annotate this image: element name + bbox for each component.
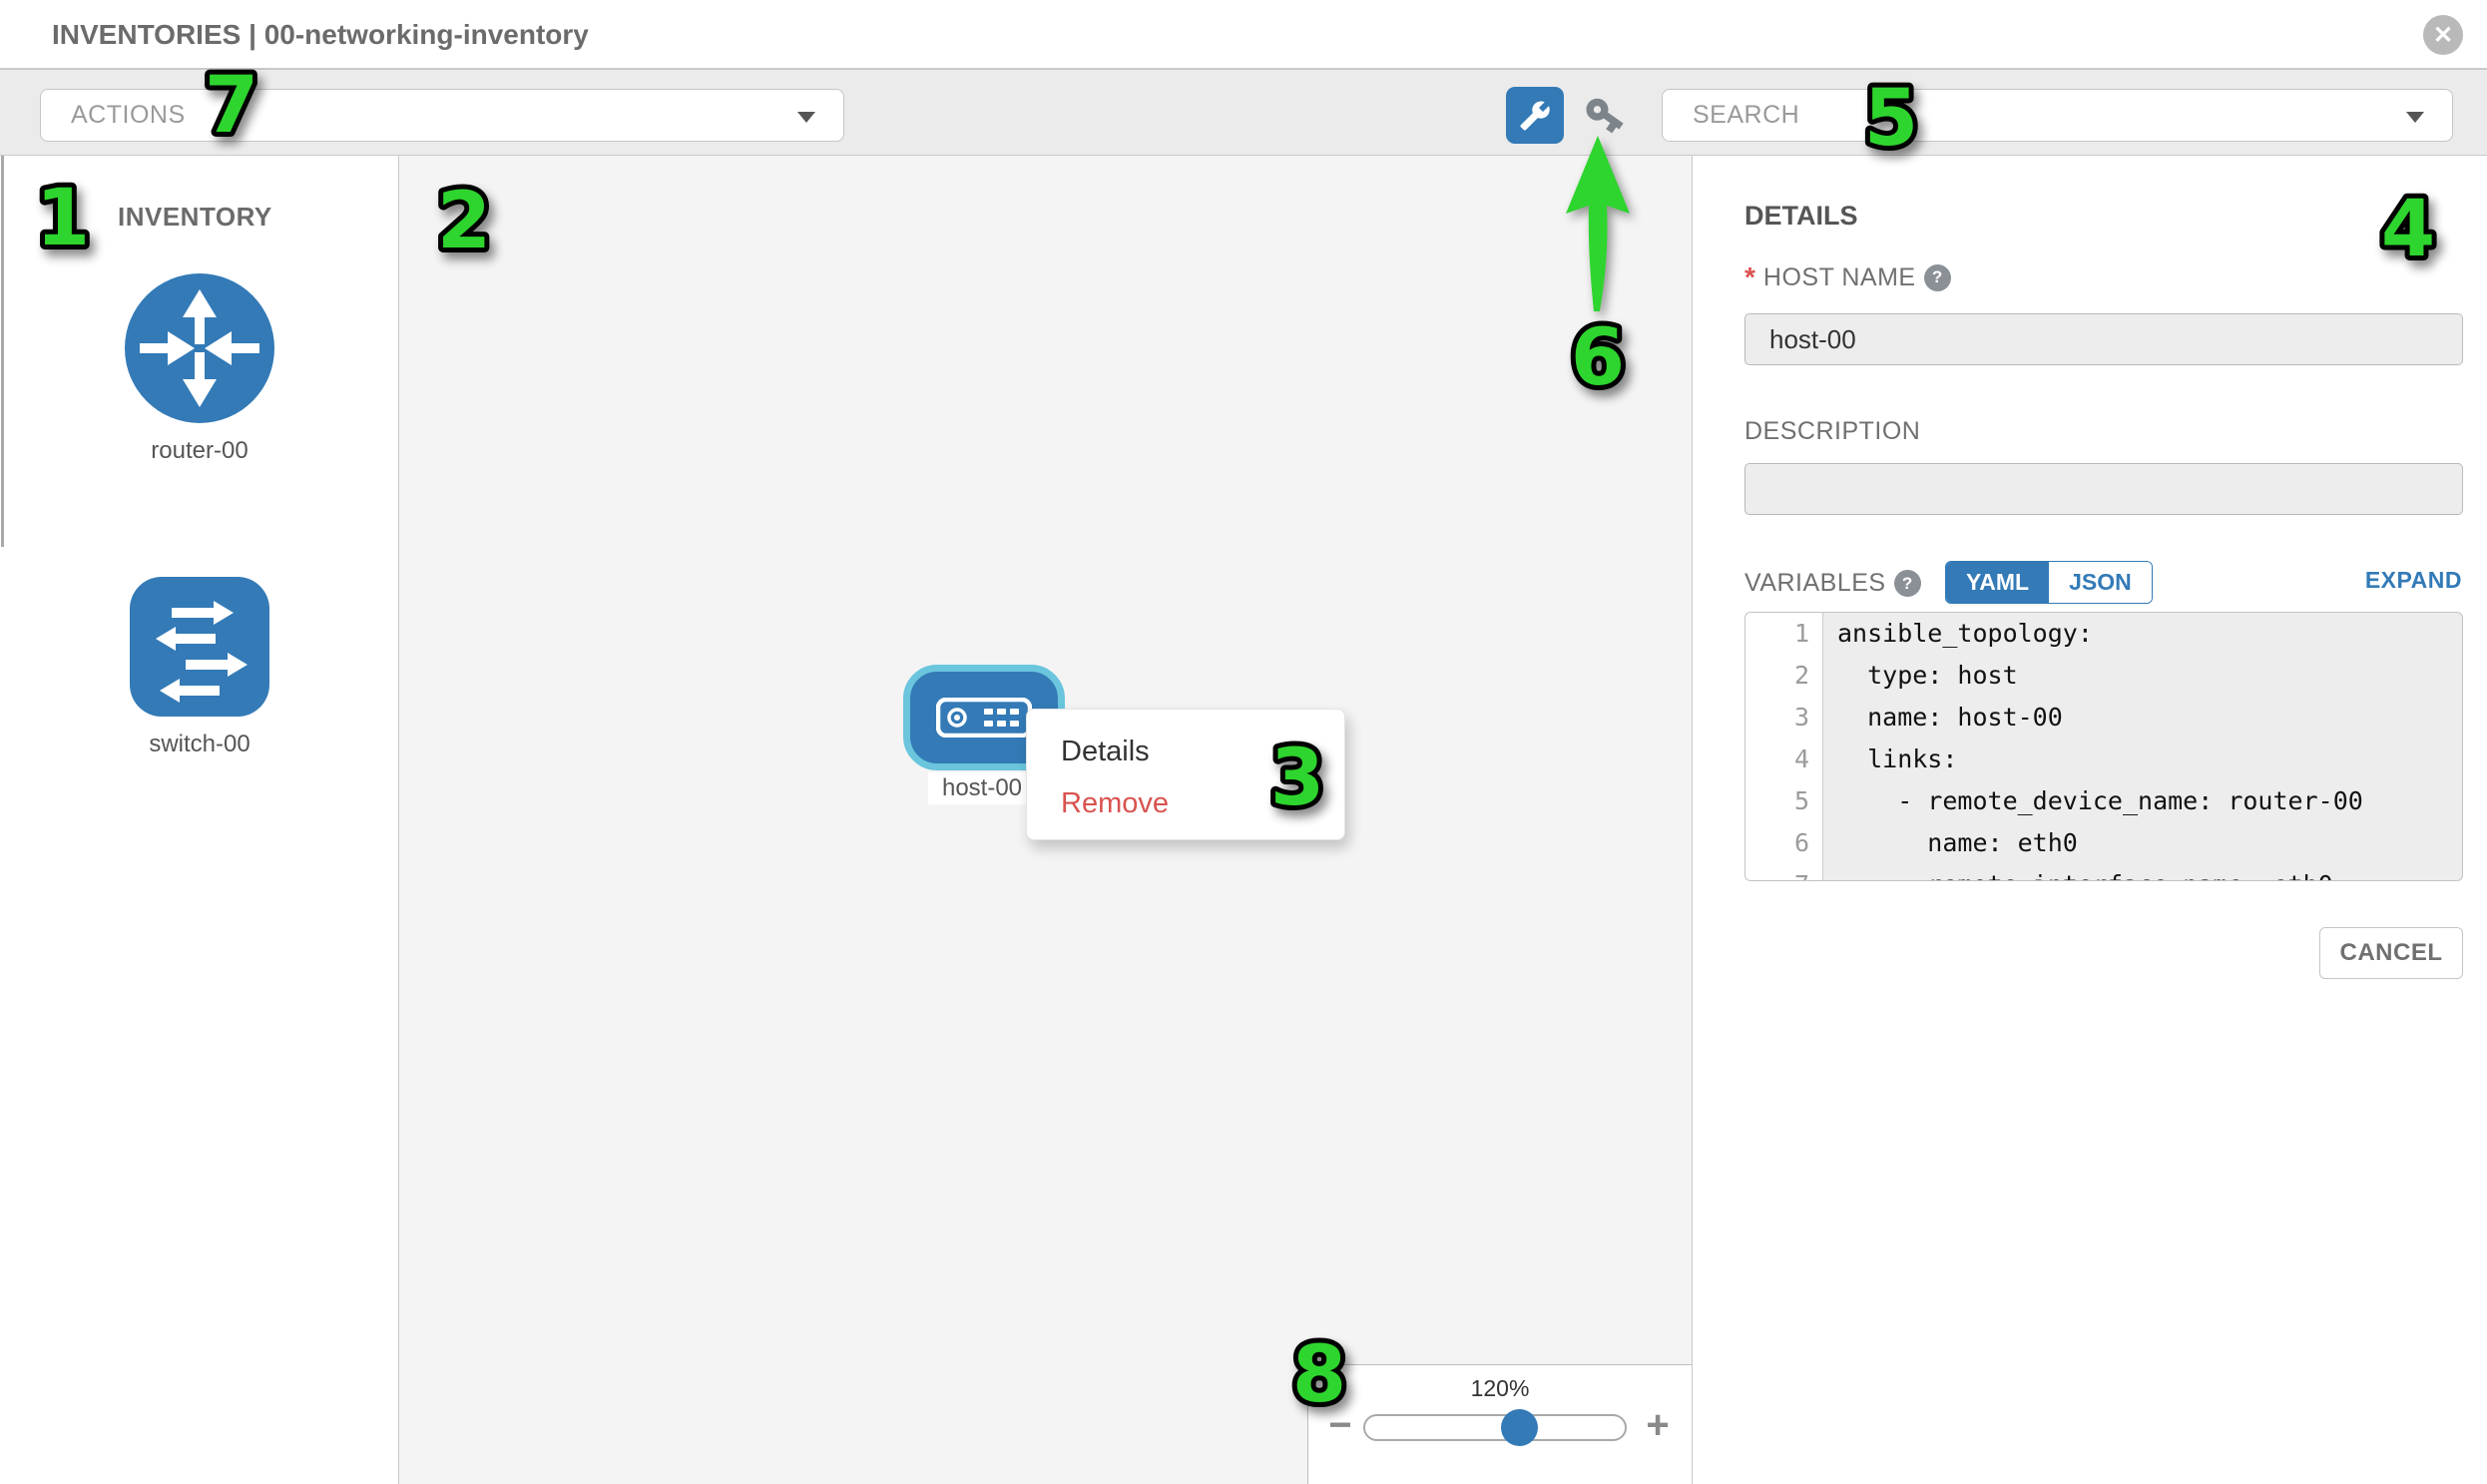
cancel-button[interactable]: CANCEL <box>2319 927 2463 979</box>
page-header: INVENTORIES | 00-networking-inventory <box>0 0 2487 70</box>
host-name-input[interactable] <box>1744 313 2463 365</box>
line-text: - remote_device_name: router-00 <box>1837 786 2363 815</box>
details-panel: DETAILS * HOST NAME DESCRIPTION VARIABLE… <box>1692 156 2487 1484</box>
zoom-control: 120% − + <box>1307 1364 1692 1484</box>
switch-icon <box>130 577 269 717</box>
zoom-level-value: 120% <box>1470 1375 1530 1401</box>
code-line: 2 type: host <box>1745 655 2462 697</box>
zoom-slider-knob[interactable] <box>1501 1409 1538 1446</box>
context-menu-item-remove[interactable]: Remove <box>1061 786 1169 819</box>
topology-canvas[interactable]: host-00 Details Remove 120% − + <box>399 156 1692 1484</box>
close-icon[interactable] <box>2423 15 2463 55</box>
description-input[interactable] <box>1744 463 2463 515</box>
router-label: router-00 <box>151 437 249 464</box>
line-number: 6 <box>1745 822 1823 864</box>
zoom-out-button[interactable]: − <box>1328 1403 1352 1447</box>
sidebar-scrollbar[interactable] <box>1 156 4 547</box>
line-text: remote_interface_name: eth0 <box>1823 864 2462 880</box>
host-name-label-row: * HOST NAME <box>1744 261 1951 293</box>
variables-format-toggle: YAML JSON <box>1945 561 2153 604</box>
code-line: 7 remote_interface_name: eth0 <box>1745 864 2462 880</box>
line-number: 1 <box>1745 613 1823 655</box>
search-dropdown[interactable]: SEARCH <box>1662 89 2453 142</box>
code-line: 4 links: <box>1745 739 2462 780</box>
line-text: name: host-00 <box>1837 703 2063 732</box>
sidebar-item-switch-00[interactable]: switch-00 <box>130 577 269 758</box>
tab-json[interactable]: JSON <box>2049 562 2152 603</box>
code-line: 6 name: eth0 <box>1745 822 2462 864</box>
details-panel-title: DETAILS <box>1744 201 1858 231</box>
variables-code-editor[interactable]: 1 ansible_topology: 2 type: host 3 name: ho… <box>1744 612 2463 881</box>
tab-yaml[interactable]: YAML <box>1946 562 2050 603</box>
code-line: 5 - remote_device_name: router-00 <box>1745 780 2462 822</box>
line-number: 2 <box>1745 655 1823 697</box>
search-dropdown-label: SEARCH <box>1693 101 1800 129</box>
key-button[interactable] <box>1582 92 1628 138</box>
description-label: DESCRIPTION <box>1744 417 1921 445</box>
host-node-label: host-00 <box>928 772 1036 804</box>
key-icon <box>1586 98 1624 134</box>
sidebar-title: INVENTORY <box>118 202 272 232</box>
variables-label: VARIABLES <box>1744 569 1886 597</box>
actions-dropdown-label: ACTIONS <box>71 101 186 129</box>
page-title: INVENTORIES | 00-networking-inventory <box>52 19 589 50</box>
variables-label-row: VARIABLES <box>1744 569 1921 598</box>
toolbox-button[interactable] <box>1506 87 1564 144</box>
help-icon[interactable] <box>1923 263 1951 291</box>
zoom-in-button[interactable]: + <box>1646 1403 1670 1447</box>
node-context-menu: Details Remove <box>1026 709 1345 840</box>
description-label-row: DESCRIPTION <box>1744 417 1920 446</box>
line-text: ansible_topology: <box>1837 619 2093 648</box>
line-text: name: eth0 <box>1837 828 2078 857</box>
line-text: type: host <box>1837 661 2018 690</box>
line-number: 3 <box>1745 697 1823 739</box>
line-number: 7 <box>1745 864 1823 880</box>
chevron-down-icon <box>797 112 815 123</box>
context-menu-item-details[interactable]: Details <box>1061 735 1150 767</box>
line-number: 5 <box>1745 780 1823 822</box>
actions-dropdown[interactable]: ACTIONS <box>40 89 844 142</box>
variables-editor-lines: 1 ansible_topology: 2 type: host 3 name: ho… <box>1745 613 2462 880</box>
chevron-down-icon <box>2406 112 2424 123</box>
required-asterisk: * <box>1744 261 1755 292</box>
line-number: 4 <box>1745 739 1823 780</box>
wrench-icon <box>1520 100 1550 131</box>
router-icon <box>125 273 274 423</box>
sidebar-item-router-00[interactable]: router-00 <box>125 273 274 465</box>
host-name-label: HOST NAME <box>1762 262 1916 291</box>
toolbar: ACTIONS SEARCH <box>0 70 2487 156</box>
inventory-sidebar: INVENTORY router-00 <box>0 156 399 1484</box>
code-line: 3 name: host-00 <box>1745 697 2462 739</box>
line-text: links: <box>1837 744 1958 773</box>
switch-label: switch-00 <box>149 731 250 757</box>
zoom-slider-track[interactable] <box>1363 1414 1627 1441</box>
help-icon[interactable] <box>1893 570 1921 597</box>
host-icon <box>936 698 1032 738</box>
code-line: 1 ansible_topology: <box>1745 613 2462 655</box>
expand-link[interactable]: EXPAND <box>2364 567 2462 593</box>
